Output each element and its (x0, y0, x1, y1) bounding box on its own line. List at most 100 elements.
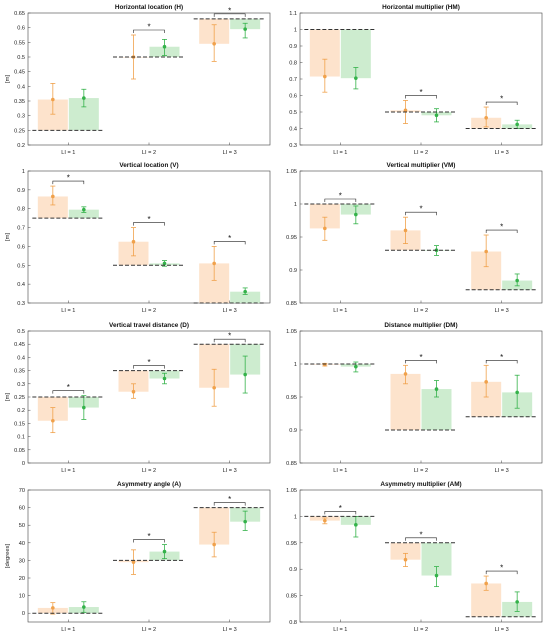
mean-point-orange (131, 389, 136, 394)
significance-star: * (147, 23, 150, 32)
y-tick-label: 0.9 (17, 188, 25, 194)
y-tick-label: 60 (19, 506, 25, 512)
mean-point-orange (51, 606, 55, 610)
x-tick-label: LI = 1 (61, 468, 75, 474)
significance-bracket (213, 241, 246, 245)
mean-point-orange (403, 228, 408, 233)
significance-bracket (133, 29, 165, 33)
y-tick-label: 0.65 (14, 11, 25, 17)
panel-title: Vertical travel distance (D) (109, 322, 189, 329)
y-tick-label: 1.05 (286, 329, 297, 335)
panel-2: Horizontal multiplier (HM) 0.3 0.4 0.5 0.6 0.… (289, 4, 543, 156)
y-tick-label: 0.6 (17, 244, 25, 250)
panel-4: Vertical multiplier (VM) 0.85 0.9 0.95 1 1.05… (286, 162, 543, 314)
mean-point-orange (484, 581, 488, 586)
mean-point-green (243, 27, 247, 31)
significance-star: * (67, 174, 70, 183)
y-tick-label: 0.45 (14, 342, 25, 348)
significance-bracket (405, 360, 437, 364)
x-tick-label: LI = 2 (414, 308, 428, 314)
y-tick-label: 0.45 (14, 70, 25, 76)
significance-star: * (228, 332, 231, 341)
y-tick-label: 0.35 (14, 99, 25, 105)
significance-bracket (133, 365, 165, 369)
panel-title: Asymmetry multiplier (AM) (380, 481, 461, 488)
x-tick-label: LI = 1 (333, 150, 347, 156)
y-tick-label: 0.4 (17, 282, 25, 288)
significance-star: * (500, 353, 503, 362)
significance-bracket (485, 229, 518, 234)
mean-point-green (434, 387, 439, 391)
mean-point-green (354, 76, 358, 80)
panel-title: Distance multiplier (DM) (384, 322, 457, 329)
y-tick-label: 0.6 (289, 94, 297, 100)
bar-orange (37, 196, 68, 219)
x-tick-label: LI = 3 (495, 150, 509, 156)
panel-title: Vertical location (V) (119, 162, 178, 169)
y-tick-label: 0.3 (17, 301, 25, 307)
y-tick-label: 0.8 (17, 207, 25, 213)
mean-point-green (243, 289, 247, 294)
x-tick-label: LI = 2 (414, 468, 428, 474)
panel-title: Horizontal multiplier (HM) (382, 4, 460, 11)
bar-orange (118, 370, 149, 392)
significance-star: * (228, 234, 231, 243)
mean-point-green (515, 390, 519, 395)
y-tick-label: 0.4 (17, 355, 25, 361)
y-tick-label: 0 (22, 611, 25, 617)
y-tick-label: 1 (294, 28, 297, 34)
y-tick-label: 0.9 (289, 268, 297, 274)
mean-point-green (354, 212, 358, 217)
y-tick-label: 0.7 (289, 77, 297, 83)
y-tick-label: 0.9 (289, 567, 297, 573)
mean-point-green (82, 605, 86, 609)
y-tick-label: 0.9 (289, 428, 297, 434)
mean-point-green (434, 113, 439, 118)
mean-point-orange (323, 74, 327, 79)
x-tick-label: LI = 1 (61, 150, 75, 156)
mean-point-green (162, 261, 167, 266)
y-axis-label: [degrees] (5, 544, 11, 569)
y-tick-label: 0.05 (14, 448, 25, 454)
y-axis-label: [m] (5, 393, 11, 401)
y-tick-label: 1.05 (286, 169, 297, 175)
y-tick-label: 1.05 (286, 488, 297, 494)
x-tick-label: LI = 3 (223, 468, 237, 474)
y-tick-label: 0.5 (289, 110, 297, 116)
y-tick-label: 0.4 (17, 84, 25, 90)
y-tick-label: 0.85 (286, 594, 297, 600)
y-tick-label: 0 (22, 461, 25, 467)
mean-point-orange (51, 194, 55, 199)
y-tick-label: 0.25 (14, 395, 25, 401)
y-tick-label: 0.5 (17, 329, 25, 335)
panel-title: Horizontal location (H) (115, 4, 183, 11)
significance-star: * (228, 6, 231, 15)
mean-point-green (162, 44, 167, 49)
x-tick-label: LI = 3 (495, 468, 509, 474)
mean-point-orange (212, 385, 216, 390)
mean-point-green (82, 405, 86, 410)
x-tick-label: LI = 3 (495, 308, 509, 314)
y-tick-label: 0.2 (17, 408, 25, 414)
mean-point-green (82, 96, 86, 100)
y-tick-label: 0.1 (17, 435, 25, 441)
mean-point-green (162, 376, 167, 381)
mean-point-orange (212, 42, 216, 46)
mean-point-green (243, 372, 247, 377)
x-tick-label: LI = 3 (223, 150, 237, 156)
mean-point-orange (212, 261, 216, 266)
axes-box (27, 170, 271, 304)
significance-bracket (133, 222, 165, 226)
y-tick-label: 70 (19, 488, 25, 494)
y-tick-label: 0.95 (286, 395, 297, 401)
mean-point-orange (323, 226, 327, 231)
significance-bracket (213, 13, 246, 17)
mean-point-green (515, 600, 519, 604)
panel-title: Asymmetry angle (A) (117, 481, 181, 488)
y-tick-label: 1 (22, 169, 25, 175)
y-tick-label: 0.3 (289, 143, 297, 149)
panel-7: Asymmetry angle (A) 0 10 20 30 40 50 60 70 [degre… (5, 481, 271, 633)
mean-point-orange (323, 362, 327, 367)
significance-bracket (485, 101, 518, 106)
